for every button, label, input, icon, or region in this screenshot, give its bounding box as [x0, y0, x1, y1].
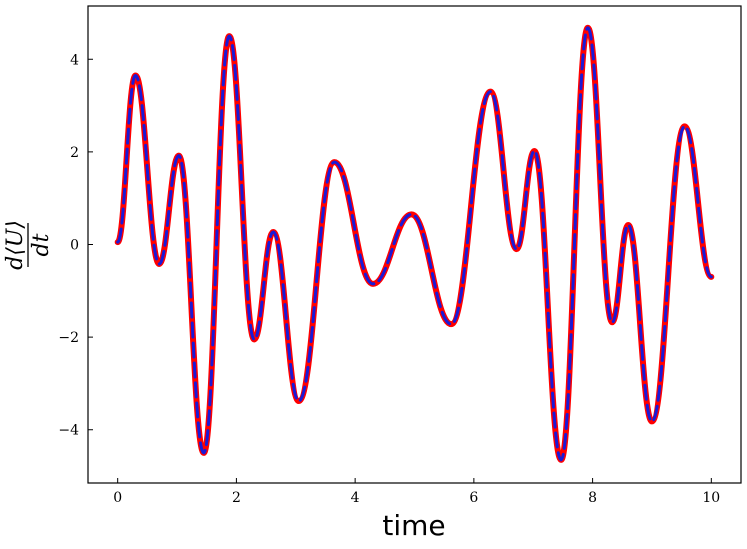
x-tick-label: 0 — [113, 490, 122, 506]
y-tick-label: −2 — [58, 330, 79, 346]
x-tick-label: 6 — [469, 490, 478, 506]
y-axis-label-denominator: dt — [29, 233, 54, 256]
y-axis-label: d⟨U⟩ dt — [3, 220, 54, 270]
series-line-dashed — [116, 26, 713, 462]
x-tick-label: 4 — [351, 490, 360, 506]
y-tick-label: −4 — [58, 423, 79, 439]
y-axis-label-numerator: d⟨U⟩ — [3, 220, 28, 270]
x-tick-label: 2 — [232, 490, 241, 506]
series-line-solid — [114, 24, 715, 463]
x-axis-label: time — [382, 509, 445, 542]
x-tick-label: 10 — [702, 490, 720, 506]
x-axis-ticks: 0 2 4 6 8 10 — [113, 478, 720, 506]
y-axis-ticks: −4 −2 0 2 4 — [58, 52, 93, 439]
series-layer — [114, 24, 715, 463]
y-tick-label: 2 — [70, 145, 79, 161]
y-tick-label: 0 — [70, 238, 79, 254]
y-tick-label: 4 — [70, 52, 79, 68]
x-tick-label: 8 — [588, 490, 597, 506]
